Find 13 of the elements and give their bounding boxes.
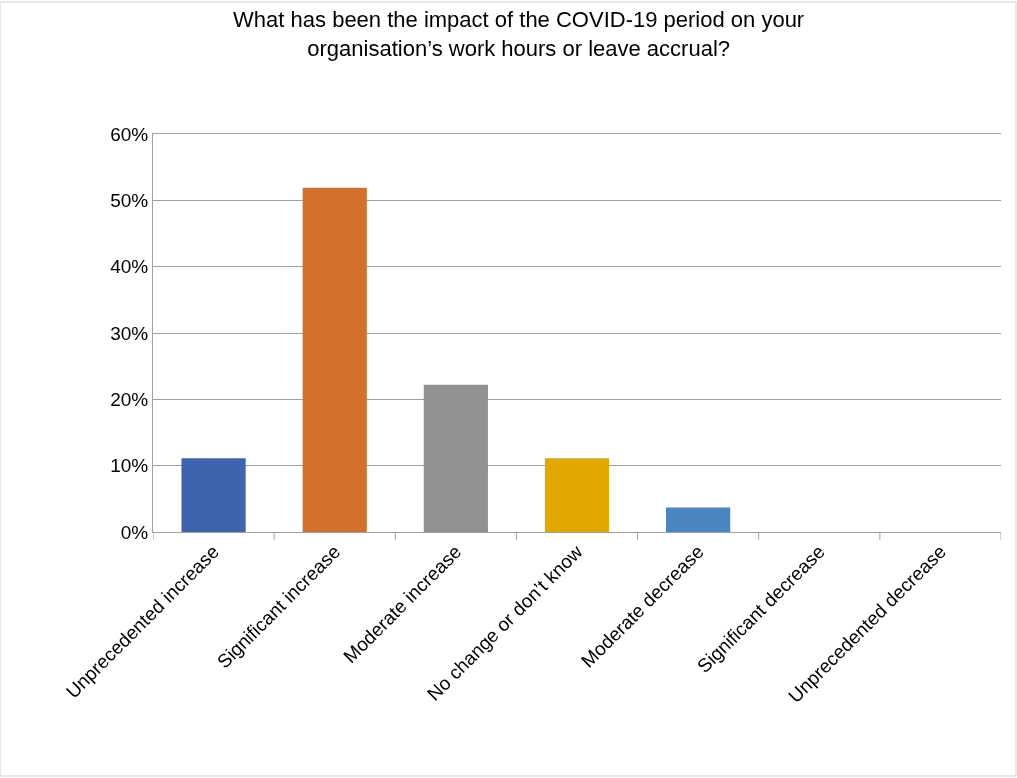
y-tick-label: 0%	[120, 521, 149, 543]
y-tick-label: 40%	[110, 256, 149, 278]
chart-title: What has been the impact of the COVID-19 period on your organisation’s work hours or leave accrual?	[233, 7, 805, 61]
y-tick-label: 20%	[110, 388, 149, 410]
bar	[666, 507, 731, 532]
y-tick-label: 10%	[110, 455, 149, 477]
bar	[181, 458, 246, 532]
bar	[302, 187, 367, 532]
bar	[423, 384, 488, 532]
y-tick-label: 50%	[110, 189, 149, 211]
y-tick-label: 60%	[110, 123, 149, 145]
bar	[544, 458, 610, 532]
y-tick-label: 30%	[110, 322, 149, 344]
